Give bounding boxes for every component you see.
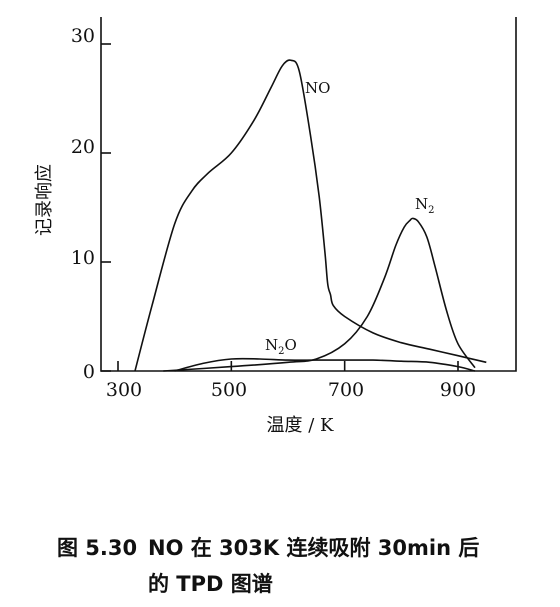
figure-caption-text1: NO 在 303K 连续吸附 30min 后 — [148, 536, 480, 560]
series-label-n2o: N2O — [265, 336, 297, 357]
tpd-chart: 300 500 700 900 0 10 20 30 温度 / K 记录响应 N… — [34, 17, 517, 436]
x-tick-label-300: 300 — [106, 379, 142, 401]
series-label-n2-n: N — [415, 195, 428, 213]
series-no-line — [134, 59, 487, 372]
series-n2o-line — [174, 357, 476, 372]
series-label-n2-sub: 2 — [428, 205, 434, 216]
series-n2-line — [163, 217, 476, 372]
y-axis-label: 记录响应 — [34, 164, 55, 236]
axis-frame — [100, 17, 517, 372]
y-tick-label-10: 10 — [71, 247, 95, 269]
series-label-n2o-o: O — [285, 336, 297, 354]
series-label-n2o-sub: 2 — [278, 346, 284, 357]
x-tick-label-500: 500 — [211, 379, 247, 401]
figure-number: 图 5.30 — [57, 536, 138, 560]
x-tick-label-900: 900 — [440, 379, 476, 401]
ticks-layer — [101, 43, 459, 372]
series-label-n2: N2 — [415, 195, 435, 216]
x-tick-label-700: 700 — [328, 379, 364, 401]
y-tick-label-0: 0 — [83, 361, 95, 383]
curves-layer — [134, 59, 487, 372]
y-tick-label-30: 30 — [71, 25, 95, 47]
x-axis-label: 温度 / K — [267, 415, 335, 436]
series-label-n2o-n: N — [265, 336, 278, 354]
series-label-no: NO — [305, 79, 330, 97]
y-tick-label-20: 20 — [71, 136, 95, 158]
figure-caption-text2: 的 TPD 图谱 — [148, 572, 273, 596]
